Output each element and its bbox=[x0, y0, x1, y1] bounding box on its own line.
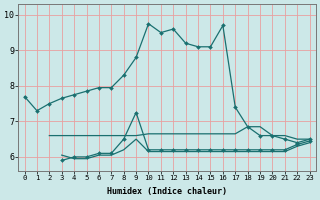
X-axis label: Humidex (Indice chaleur): Humidex (Indice chaleur) bbox=[107, 187, 227, 196]
